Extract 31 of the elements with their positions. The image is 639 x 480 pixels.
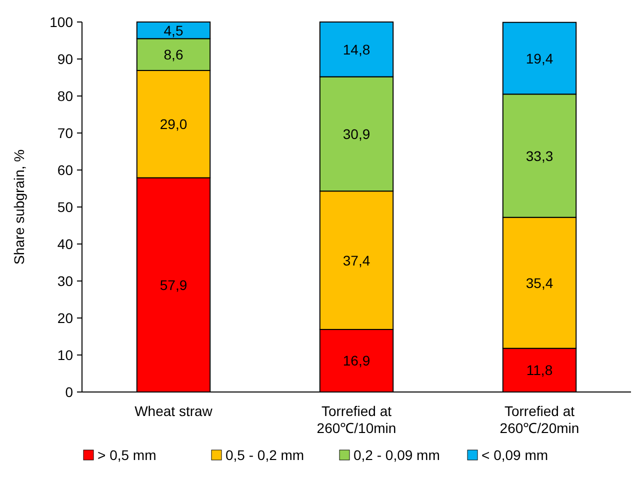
data-label: 33,3 bbox=[526, 148, 554, 164]
data-label: 35,4 bbox=[526, 274, 554, 291]
data-label: 4,5 bbox=[164, 22, 184, 38]
data-label: 30,9 bbox=[342, 126, 370, 142]
data-label: 8,6 bbox=[164, 46, 184, 63]
x-tick-label: Torrefied at 260℃/10min bbox=[316, 403, 396, 436]
y-tick-label: 20 bbox=[57, 310, 74, 326]
y-tick-label: 10 bbox=[57, 347, 74, 363]
y-axis-title: Share subgrain, % bbox=[11, 149, 27, 265]
y-tick-label: 100 bbox=[50, 14, 74, 30]
y-tick-label: 40 bbox=[57, 236, 74, 252]
data-label: 37,4 bbox=[342, 252, 370, 268]
data-label: 16,9 bbox=[342, 352, 370, 369]
y-tick-label: 0 bbox=[65, 384, 74, 400]
y-tick-label: 80 bbox=[57, 88, 74, 104]
data-label: 57,9 bbox=[160, 276, 188, 293]
legend-label: 0,2 - 0,09 mm bbox=[354, 447, 440, 463]
data-label: 29,0 bbox=[160, 116, 188, 132]
y-tick-label: 60 bbox=[57, 162, 74, 178]
data-label: 14,8 bbox=[342, 41, 370, 58]
y-tick-label: 50 bbox=[57, 199, 74, 215]
x-tick-label: Wheat straw bbox=[134, 403, 214, 419]
legend-label: < 0,09 mm bbox=[482, 447, 548, 463]
legend-label: > 0,5 mm bbox=[98, 447, 156, 463]
data-label: 11,8 bbox=[526, 362, 553, 378]
data-label: 19,4 bbox=[526, 50, 554, 66]
y-tick-label: 90 bbox=[57, 51, 74, 67]
x-tick-label: Torrefied at 260℃/20min bbox=[500, 403, 580, 436]
y-tick-label: 30 bbox=[57, 273, 74, 289]
legend-label: 0,5 - 0,2 mm bbox=[226, 447, 304, 463]
y-tick-label: 70 bbox=[57, 125, 74, 141]
